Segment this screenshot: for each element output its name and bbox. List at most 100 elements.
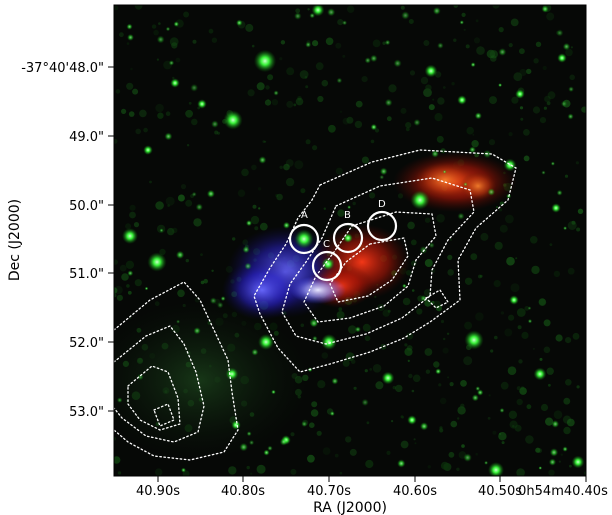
noise-speck <box>475 452 479 456</box>
faint-star <box>469 146 477 154</box>
noise-speck <box>523 155 530 162</box>
noise-speck <box>116 294 123 301</box>
noise-speck <box>337 19 344 26</box>
noise-speck <box>290 468 297 475</box>
noise-speck <box>457 406 466 415</box>
noise-speck <box>126 82 134 90</box>
faint-star <box>216 301 224 309</box>
faint-star <box>279 438 288 446</box>
noise-speck <box>372 364 382 373</box>
faint-star <box>402 283 407 289</box>
faint-star <box>379 167 388 176</box>
noise-speck <box>577 208 584 214</box>
noise-speck <box>453 38 457 42</box>
noise-speck <box>264 99 272 106</box>
noise-speck <box>369 368 373 371</box>
noise-speck <box>149 180 152 184</box>
noise-speck <box>549 243 553 247</box>
faint-star <box>126 23 133 30</box>
faint-star <box>239 442 248 452</box>
noise-speck <box>446 332 450 335</box>
faint-star <box>556 29 564 37</box>
faint-star <box>432 6 441 15</box>
noise-speck <box>285 177 295 187</box>
faint-star <box>329 411 335 417</box>
noise-speck <box>480 232 489 241</box>
faint-star <box>435 368 442 375</box>
star <box>223 110 243 130</box>
faint-star <box>470 62 476 68</box>
noise-speck <box>312 145 318 151</box>
star <box>571 455 585 469</box>
faint-star <box>249 440 255 446</box>
faint-star <box>419 422 429 431</box>
noise-speck <box>348 325 357 334</box>
noise-speck <box>257 187 262 191</box>
faint-star <box>475 386 481 391</box>
noise-speck <box>188 101 192 105</box>
noise-speck <box>317 95 324 103</box>
faint-star <box>327 8 336 17</box>
contour-line <box>424 289 449 309</box>
noise-speck <box>307 8 310 11</box>
noise-speck <box>336 311 345 319</box>
noise-speck <box>165 196 175 206</box>
noise-speck <box>569 464 572 468</box>
faint-star <box>175 250 185 260</box>
noise-speck <box>335 42 342 49</box>
noise-speck <box>496 206 499 209</box>
faint-star <box>305 41 312 48</box>
noise-speck <box>167 227 175 236</box>
faint-star <box>209 297 217 305</box>
noise-speck <box>325 37 334 46</box>
noise-speck <box>366 421 370 425</box>
noise-speck <box>447 269 455 276</box>
noise-speck <box>505 214 514 224</box>
contour-line <box>114 325 205 443</box>
noise-speck <box>167 204 170 207</box>
noise-speck <box>449 238 453 241</box>
noise-speck <box>339 110 343 114</box>
noise-speck <box>322 447 331 455</box>
noise-speck <box>537 448 543 454</box>
noise-speck <box>512 425 515 428</box>
noise-speck <box>543 319 551 327</box>
faint-star <box>181 467 186 473</box>
noise-speck <box>509 420 518 429</box>
noise-speck <box>525 435 534 444</box>
faint-star <box>312 335 318 342</box>
faint-star <box>370 54 378 63</box>
noise-speck <box>175 57 181 63</box>
faint-star <box>541 5 549 13</box>
faint-star <box>431 149 439 158</box>
noise-speck <box>460 403 465 408</box>
faint-star <box>428 242 435 249</box>
noise-speck <box>520 117 524 121</box>
faint-star <box>258 156 267 164</box>
noise-speck <box>276 193 283 201</box>
noise-speck <box>247 89 255 97</box>
noise-speck <box>311 401 318 408</box>
noise-speck <box>412 374 421 383</box>
star <box>557 53 567 63</box>
noise-speck <box>183 11 190 18</box>
noise-speck <box>200 253 203 256</box>
star <box>253 49 277 73</box>
noise-speck <box>516 308 526 317</box>
noise-speck <box>388 84 397 93</box>
aperture-d <box>366 210 398 242</box>
star <box>143 145 153 155</box>
noise-speck <box>271 99 279 106</box>
noise-speck <box>437 97 445 105</box>
noise-speck <box>192 39 197 44</box>
star <box>509 295 519 305</box>
faint-star <box>309 318 319 328</box>
noise-speck <box>203 278 208 284</box>
faint-star <box>127 270 134 277</box>
noise-speck <box>365 459 374 469</box>
noise-speck <box>262 140 266 143</box>
noise-speck <box>548 469 555 476</box>
noise-speck <box>427 465 431 469</box>
x-tick-label: 40.90s <box>136 484 180 499</box>
contour-line <box>153 403 175 427</box>
